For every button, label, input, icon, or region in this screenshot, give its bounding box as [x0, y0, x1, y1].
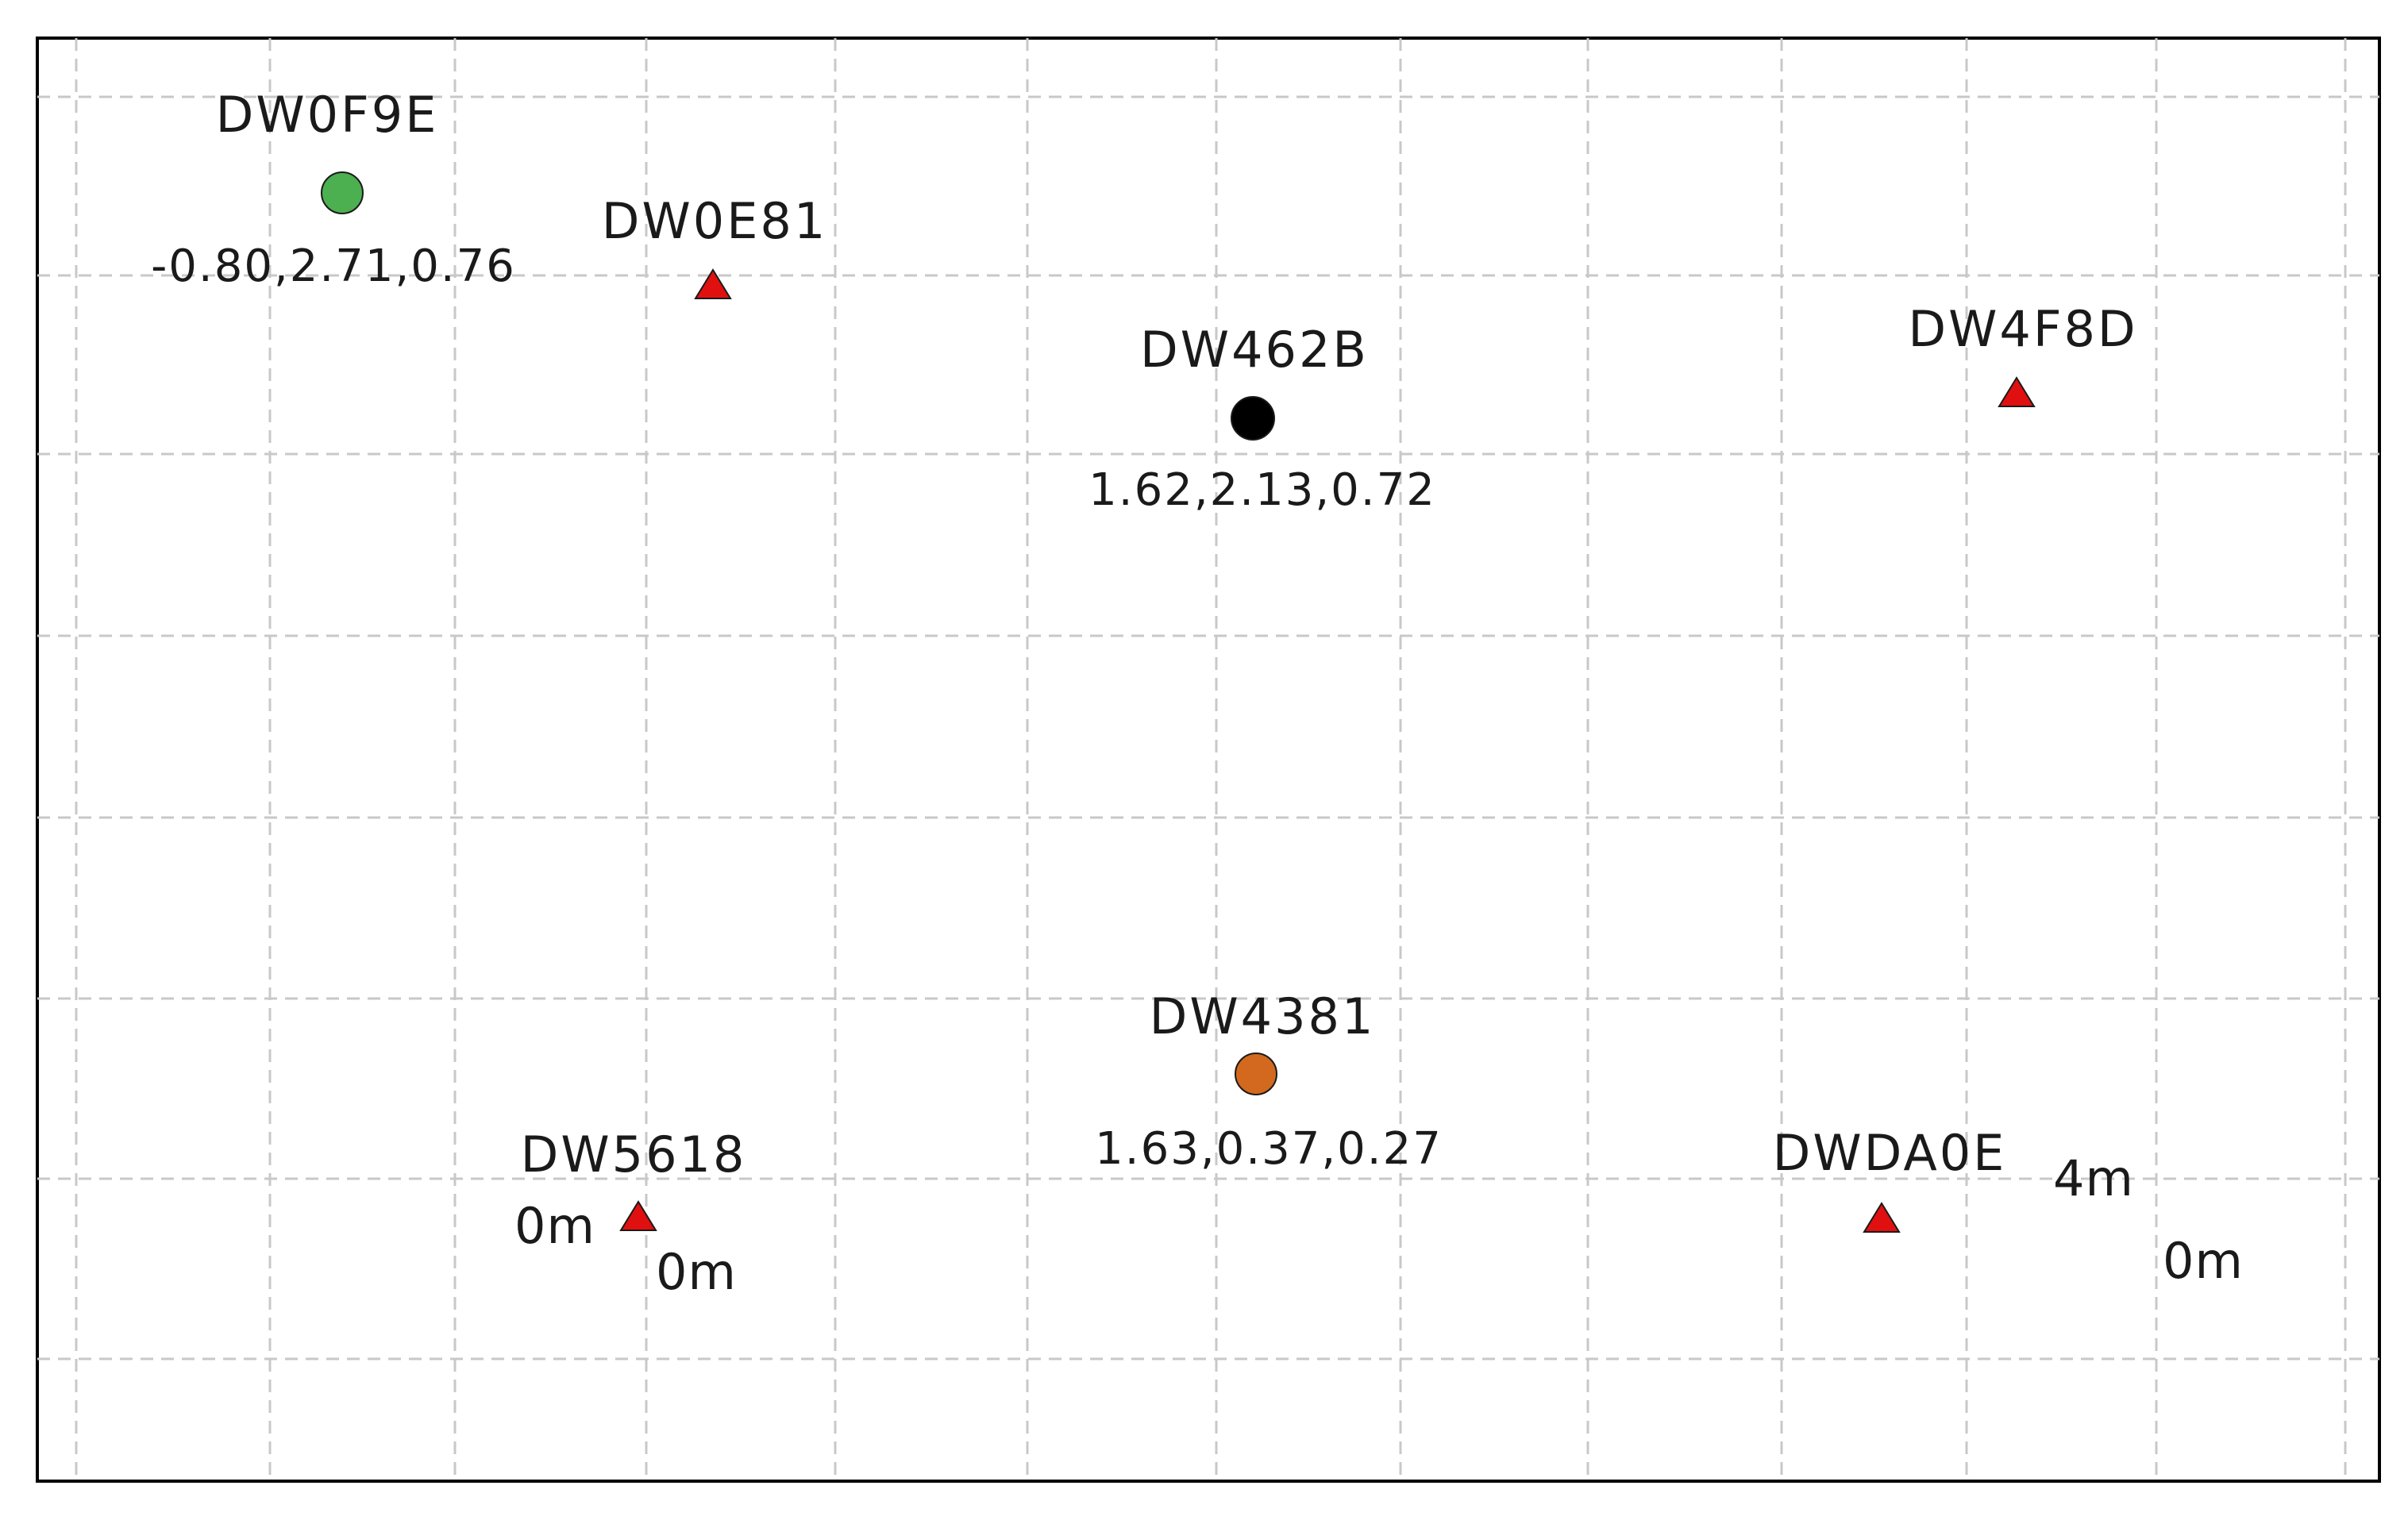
anchor-label: DW5618 — [521, 1126, 747, 1183]
anchor-triangle-icon[interactable] — [694, 268, 732, 299]
anchor-label: DWDA0E — [1773, 1124, 2007, 1182]
tag-dw4381[interactable]: DW4381 1.63,0.37,0.27 — [1095, 987, 1443, 1175]
anchor-triangle-icon[interactable] — [1863, 1202, 1901, 1233]
anchor-dw4f8d[interactable]: DW4F8D — [1908, 300, 2137, 407]
tag-position-readout: 1.63,0.37,0.27 — [1095, 1123, 1443, 1175]
distance-label: 4m — [2053, 1149, 2134, 1207]
tag-marker-icon[interactable] — [1231, 396, 1275, 441]
map-grid — [37, 38, 2379, 1481]
tag-position-readout: -0.80,2.71,0.76 — [151, 241, 516, 292]
distance-label: 0m — [2163, 1232, 2244, 1290]
tag-label: DW462B — [1140, 321, 1369, 379]
map-frame — [36, 37, 2381, 1483]
anchor-dwda0e[interactable]: DWDA0E 4m 0m — [1773, 1124, 2244, 1290]
tag-position-readout: 1.62,2.13,0.72 — [1088, 464, 1436, 516]
anchor-triangle-icon[interactable] — [619, 1200, 657, 1231]
anchor-triangle-icon[interactable] — [1998, 376, 2036, 407]
anchor-label: DW4F8D — [1908, 300, 2137, 358]
tag-marker-icon[interactable] — [321, 171, 364, 214]
tag-marker-icon[interactable] — [1235, 1053, 1277, 1095]
anchor-dw0e81[interactable]: DW0E81 — [602, 192, 828, 299]
anchor-label: DW0E81 — [602, 192, 828, 250]
tag-label: DW0F9E — [216, 86, 439, 144]
tag-dw462b[interactable]: DW462B 1.62,2.13,0.72 — [1088, 321, 1436, 516]
tag-label: DW4381 — [1150, 987, 1376, 1045]
distance-label: 0m — [656, 1243, 737, 1301]
anchor-dw5618[interactable]: DW5618 0m 0m — [514, 1126, 746, 1301]
tag-dw0f9e[interactable]: DW0F9E -0.80,2.71,0.76 — [151, 86, 516, 292]
distance-label: 0m — [514, 1197, 595, 1255]
